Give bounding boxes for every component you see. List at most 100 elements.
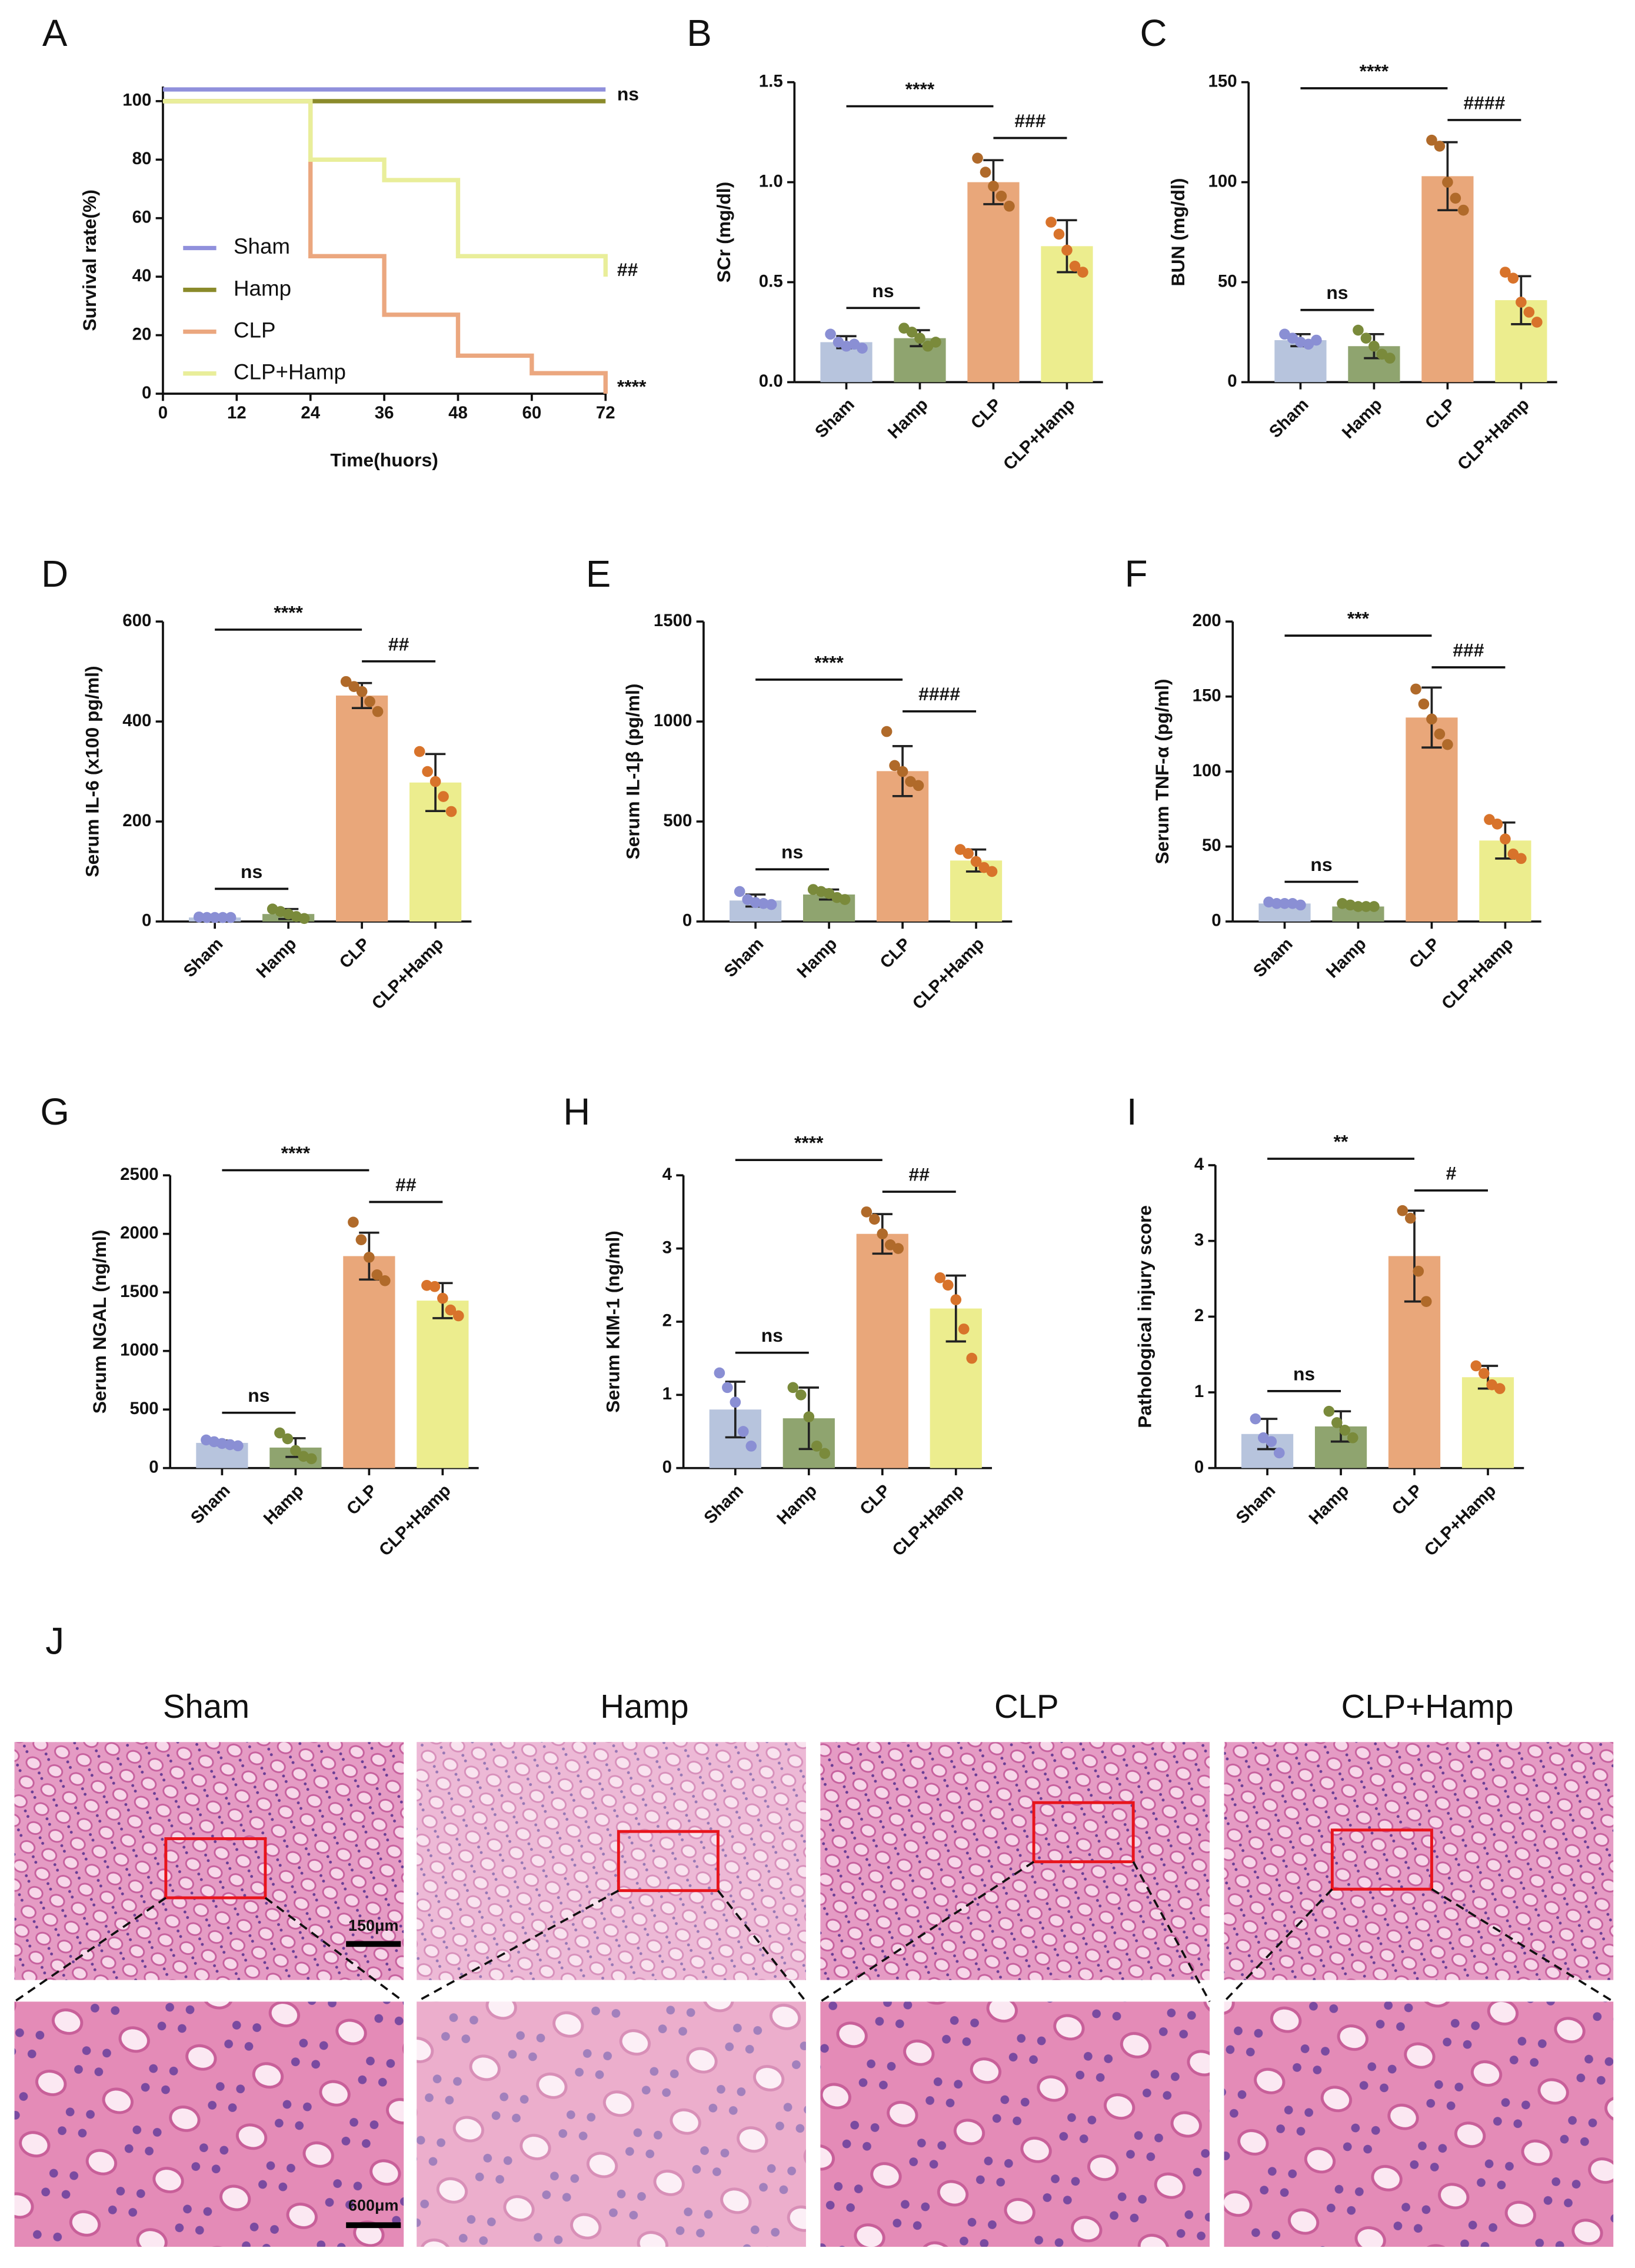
micrograph-low [14,1742,404,1980]
x-tick-label: CLP+Hamp [1454,395,1533,474]
x-tick-label: Sham [179,934,227,981]
y-tick-label: 80 [132,149,152,168]
significance-label: ns [1310,854,1332,875]
data-point [1516,297,1527,308]
significance-label: ns [761,1325,783,1346]
data-point [913,780,924,792]
x-tick-label: CLP+Hamp [888,1481,968,1560]
data-point [995,191,1007,202]
data-point [1507,848,1519,860]
zoom-guide [14,1897,405,2003]
data-point [298,913,310,925]
bar [1406,717,1458,922]
y-tick-label: 0 [142,383,151,403]
micrograph-low [1224,1742,1614,1980]
data-point [364,696,375,707]
data-point [1250,1413,1261,1425]
data-point [348,1216,359,1228]
data-point [1531,317,1543,328]
micrograph-high [417,2001,806,2247]
zoom-guide [820,1861,1211,2003]
legend-label: CLP+Hamp [234,360,346,384]
x-tick-label: Sham [700,1481,747,1528]
x-tick-label: Hamp [1323,934,1370,982]
data-point [306,1453,317,1465]
panel-label: G [40,1090,69,1133]
x-tick-label: Hamp [252,934,300,982]
y-tick-label: 100 [1208,171,1237,191]
data-point [868,1213,880,1225]
data-point [958,1323,970,1335]
legend-label: Sham [234,234,290,258]
pale-stain [417,2001,806,2247]
data-point [1295,899,1306,911]
y-tick-label: 4 [662,1165,672,1184]
significance-label: # [1446,1162,1457,1183]
bar [417,1301,469,1468]
significance-label: ns [1293,1363,1315,1384]
data-point [950,1294,962,1305]
y-tick-label: 0 [682,911,692,930]
x-tick-label: CLP [967,395,1005,433]
significance-label: ## [388,633,409,654]
scale-bar-label: 150μm [348,1917,398,1934]
data-point [1339,1425,1351,1436]
data-point [348,681,359,692]
micrograph-high [820,2001,1210,2247]
y-tick-label: 3 [1194,1230,1204,1249]
data-point [734,886,745,897]
data-point [201,912,212,923]
annotation: ## [617,259,638,280]
data-point [819,1448,831,1459]
data-point [889,760,900,771]
x-tick-label: 12 [227,403,247,423]
data-point [986,866,998,877]
y-tick-label: 0.0 [759,371,783,391]
data-point [881,726,893,737]
data-point [1442,739,1453,750]
x-tick-label: CLP+Hamp [375,1481,455,1560]
x-tick-label: Sham [1266,395,1313,442]
y-tick-label: 200 [122,811,151,830]
x-tick-label: Hamp [1338,395,1386,443]
survival-line [162,99,608,277]
significance-label: #### [1463,92,1505,113]
y-tick-label: 500 [663,811,692,830]
column-title: Sham [163,1688,249,1725]
data-point [1500,833,1511,845]
x-tick-label: CLP [1421,395,1460,433]
error-bar [945,1274,966,1343]
data-point [193,911,205,923]
data-point [1347,1432,1358,1444]
data-point [1434,141,1446,152]
survival-line [162,99,608,394]
y-tick-label: 2500 [120,1165,158,1184]
data-point [1061,244,1073,256]
y-axis-label: Serum IL-6 (x100 pg/ml) [82,666,103,877]
y-tick-label: 4 [1194,1155,1204,1174]
column-title: CLP [994,1688,1059,1725]
panel-label: J [45,1619,64,1662]
micrograph-high [14,2001,404,2247]
data-point [1516,853,1527,864]
x-axis-label: Time(huors) [330,450,438,471]
panel-label: I [1127,1090,1137,1133]
data-point [1404,1212,1416,1224]
y-tick-label: 0 [1227,371,1237,391]
data-point [1420,1296,1432,1307]
micrograph-low [820,1742,1210,1980]
data-point [1397,1205,1408,1216]
significance-label: ns [781,842,803,863]
significance-label: **** [814,651,844,673]
data-point [966,1352,978,1364]
data-point [274,1427,285,1439]
y-tick-label: 150 [1208,71,1237,91]
y-tick-label: 2 [662,1311,672,1331]
data-point [1410,683,1421,695]
data-point [1484,814,1495,825]
legend-label: Hamp [234,276,291,300]
data-point [437,1292,448,1304]
data-point [825,328,836,340]
y-tick-label: 1500 [120,1282,158,1301]
